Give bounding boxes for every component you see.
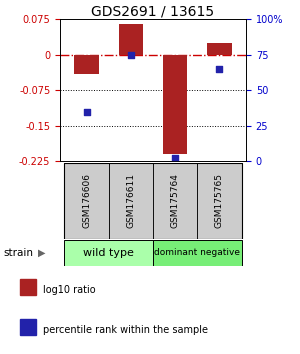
Bar (163, 55, 187, 154)
Title: GDS2691 / 13615: GDS2691 / 13615 (92, 4, 214, 18)
Bar (207, 43, 232, 55)
Bar (119, 24, 143, 55)
Point (217, 66, 222, 72)
Point (128, 52, 133, 58)
Text: GSM175764: GSM175764 (171, 173, 180, 228)
Text: dominant negative: dominant negative (154, 249, 240, 257)
Text: percentile rank within the sample: percentile rank within the sample (43, 325, 208, 335)
Text: ▶: ▶ (38, 248, 45, 258)
Point (84, 109, 89, 114)
Text: GSM176611: GSM176611 (126, 173, 135, 228)
Text: strain: strain (3, 248, 33, 258)
Bar (197, 163, 242, 239)
Text: GSM175765: GSM175765 (215, 173, 224, 228)
Bar (20, 279, 36, 295)
Text: GSM176606: GSM176606 (82, 173, 91, 228)
Bar (64, 163, 109, 239)
Text: log10 ratio: log10 ratio (43, 285, 96, 295)
Bar (153, 163, 197, 239)
Bar (64, 240, 153, 266)
Bar (74, 55, 99, 74)
Bar (109, 163, 153, 239)
Bar (153, 240, 242, 266)
Text: wild type: wild type (83, 248, 134, 258)
Point (173, 155, 178, 161)
Bar (20, 319, 36, 335)
